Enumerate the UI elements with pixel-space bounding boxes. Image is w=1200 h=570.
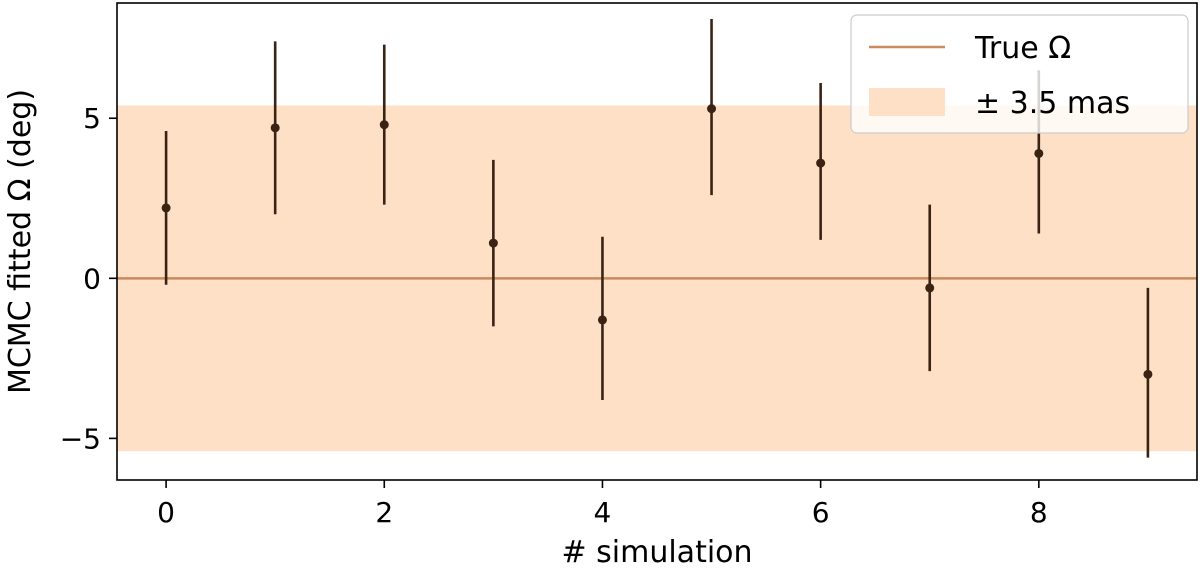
axes: 0 2 4 6 8 −5 0 5 bbox=[60, 2, 1198, 529]
data-point bbox=[597, 315, 607, 325]
x-axis-label: # simulation bbox=[561, 535, 752, 570]
x-tick-label: 8 bbox=[1030, 496, 1048, 529]
x-tick-label: 4 bbox=[594, 496, 612, 529]
x-tick-label: 6 bbox=[812, 496, 830, 529]
plot-area bbox=[117, 19, 1197, 458]
data-point bbox=[1143, 369, 1153, 379]
x-tick-label: 0 bbox=[157, 496, 175, 529]
data-point bbox=[816, 158, 826, 168]
y-tick-label: 5 bbox=[83, 102, 101, 135]
data-point bbox=[707, 104, 717, 114]
legend-band-swatch bbox=[869, 88, 945, 116]
legend: True Ω ± 3.5 mas bbox=[850, 14, 1189, 134]
x-tick-label: 2 bbox=[375, 496, 393, 529]
data-point bbox=[270, 123, 280, 133]
data-point bbox=[161, 203, 171, 213]
y-tick-label: −5 bbox=[60, 422, 101, 455]
legend-label: ± 3.5 mas bbox=[975, 86, 1130, 121]
data-point bbox=[925, 283, 935, 293]
data-point bbox=[1034, 148, 1044, 158]
data-point bbox=[379, 120, 389, 130]
data-point bbox=[488, 238, 498, 248]
plot-frame bbox=[116, 2, 1198, 481]
y-tick-label: 0 bbox=[83, 262, 101, 295]
y-axis-label: MCMC fitted Ω (deg) bbox=[3, 89, 38, 394]
legend-label: True Ω bbox=[974, 31, 1071, 66]
